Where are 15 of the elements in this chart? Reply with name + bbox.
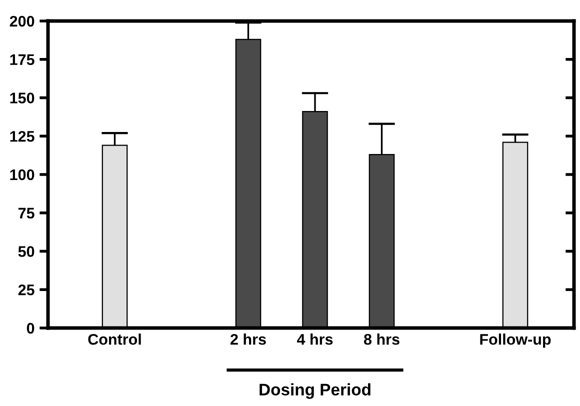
x-tick-label: 2 hrs [230,334,266,345]
x-tick-label: Follow-up [480,334,551,348]
y-tick-label: 150 [10,92,34,104]
x-tick-label: 8 hrs [364,334,400,345]
y-tick-label: 125 [10,130,34,142]
y-tick-label: 200 [10,16,34,27]
text: Dosing Period [260,383,370,399]
y-tick-label: 100 [10,169,34,180]
y-tick-label: 0 [26,322,34,334]
y-tick-label: 175 [10,54,34,66]
x-tick-label: 4 hrs [296,334,333,345]
y-tick-label: 75 [18,208,34,219]
x-tick-label: Control [88,334,141,345]
y-tick-label: 50 [18,246,34,257]
y-tick-label: 25 [18,284,34,296]
